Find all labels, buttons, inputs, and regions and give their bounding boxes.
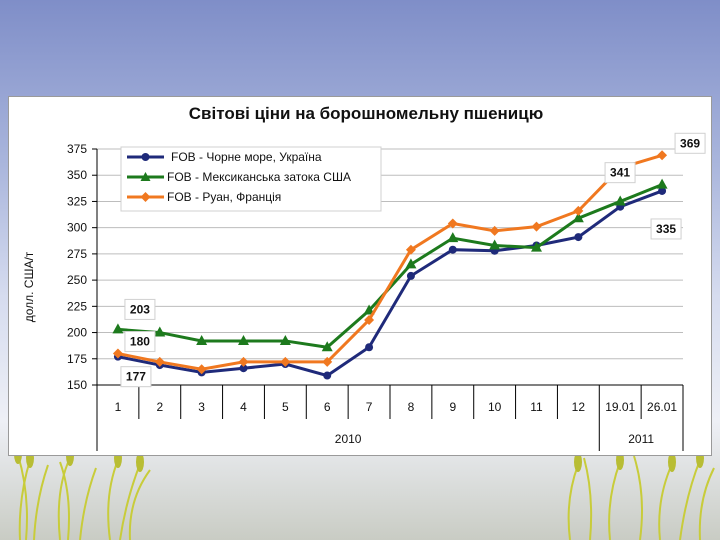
x-tick-label: 26.01 [647,400,677,414]
data-point [238,356,249,367]
data-point [574,233,583,242]
data-point [238,334,249,345]
callout: 180 [124,331,156,353]
legend: FOB - Чорне море, Україна FOB - Мексикан… [120,146,382,212]
y-tick-label: 250 [67,273,87,287]
x-tick-label: 2 [156,400,163,414]
data-point [279,334,291,345]
x-tick-label: 6 [324,400,331,414]
data-point [112,323,124,334]
y-axis-label: долл. США/т [22,251,36,322]
y-tick-label: 350 [67,168,87,182]
legend-box [120,146,382,212]
x-tick-label: 7 [366,400,373,414]
data-point [112,348,123,359]
x-group-label: 2010 [335,432,362,446]
callout-label: 335 [656,222,676,236]
series-lines [112,150,668,380]
data-point [656,178,668,189]
callout: 369 [674,132,706,154]
callout-box [604,162,636,184]
data-point [573,205,584,216]
data-point [196,334,208,345]
y-tick-label: 375 [67,142,87,156]
data-point [321,341,333,352]
x-tick-label: 4 [240,400,247,414]
x-tick-label: 12 [572,400,586,414]
data-point [531,221,542,232]
callout: 335 [650,218,682,240]
price-line-chart: Світові ціни на борошномельну пшеницю до… [22,104,706,451]
y-tick-label: 225 [67,299,87,313]
callout-box [124,331,156,353]
callout-box [650,218,682,240]
data-point [323,371,332,380]
series-2 [112,150,668,375]
legend-item-rouen: FOB - Руан, Франція [127,190,281,204]
data-point [447,218,458,229]
legend-label-gulf: FOB - Мексиканська затока США [167,170,351,184]
data-point [322,356,333,367]
y-tick-label: 300 [67,221,87,235]
callout-box [674,132,706,154]
legend-item-black-sea: FOB - Чорне море, Україна [127,150,322,164]
y-tick-label: 275 [67,247,87,261]
legend-item-gulf: FOB - Мексиканська затока США [127,170,351,184]
callout: 341 [604,162,636,184]
data-point [658,186,667,195]
callout-box [124,298,156,320]
y-tick-label: 150 [67,378,87,392]
data-point [657,150,668,161]
legend-label-rouen: FOB - Руан, Франція [167,190,281,204]
x-tick-label: 1 [115,400,122,414]
data-point [406,271,415,280]
callout-box [120,366,152,388]
chart-panel: Світові ціни на борошномельну пшеницю до… [8,96,712,456]
series-line [117,189,663,378]
data-point [154,326,166,337]
data-point [363,304,375,315]
data-point [447,232,459,243]
callout-label: 180 [130,335,150,349]
x-group-label: 2011 [628,432,654,446]
callout-label: 177 [126,370,146,384]
value-callouts: 203 180 177 369 341 335 [120,132,706,388]
x-tick-label: 5 [282,400,289,414]
data-point [614,195,626,206]
y-tick-label: 175 [67,352,87,366]
x-tick-label: 9 [449,400,456,414]
data-point [531,241,542,252]
callout: 203 [124,298,156,320]
chart-title: Світові ціни на борошномельну пшеницю [189,104,543,123]
data-point [280,356,291,367]
grass-decoration [14,444,715,540]
data-point [405,244,416,255]
x-tick-label: 11 [530,400,543,414]
data-point [572,212,584,223]
legend-label-black-sea: FOB - Чорне море, Україна [171,150,322,164]
data-point [364,314,375,325]
data-point [365,343,374,352]
data-point [196,364,207,375]
y-tick-label: 200 [67,326,87,340]
data-point [239,364,248,373]
data-point [489,239,501,250]
callout-label: 341 [610,166,630,180]
callout: 177 [120,366,152,388]
callout-label: 203 [130,302,150,316]
data-point [489,225,500,236]
callout-label: 369 [680,136,700,150]
data-point [154,356,165,367]
x-tick-label: 19.01 [605,400,635,414]
data-point [405,258,417,269]
x-tick-label: 10 [488,400,502,414]
x-tick-label: 8 [408,400,415,414]
series-line [117,153,663,371]
x-tick-label: 3 [198,400,205,414]
data-point [448,245,457,254]
y-tick-label: 325 [67,194,87,208]
